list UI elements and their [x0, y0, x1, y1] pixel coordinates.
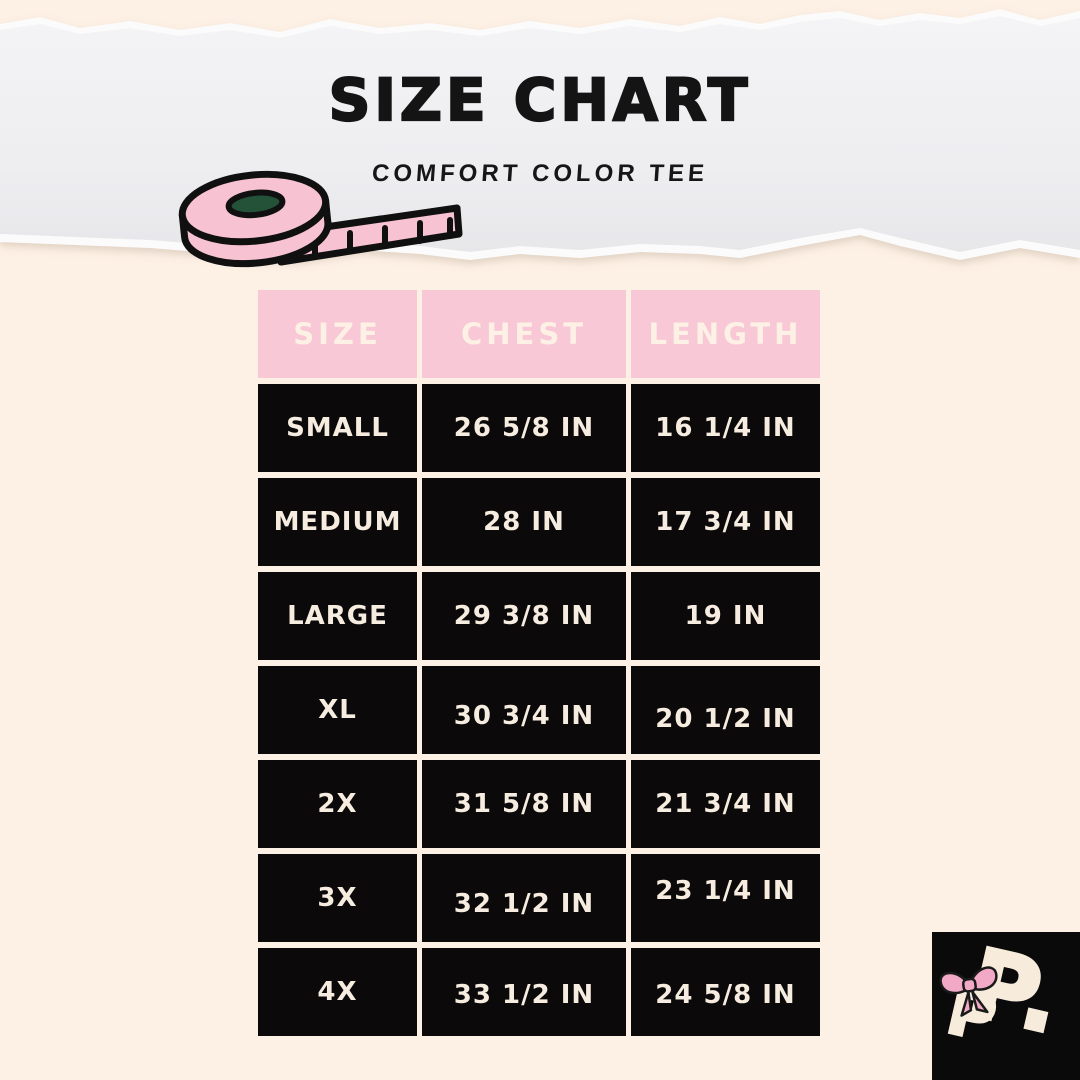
table-cell-size: SMALL: [258, 384, 417, 472]
table-cell-chest: 33 1/2 IN: [422, 948, 626, 1036]
column-header-size: SIZE: [258, 290, 417, 378]
table-cell-length: 17 3/4 IN: [631, 478, 820, 566]
table-cell-size: 4X: [258, 948, 417, 1036]
page-title: SIZE CHART: [327, 65, 752, 135]
table-cell-size: 3X: [258, 854, 417, 942]
table-cell-chest: 26 5/8 IN: [422, 384, 626, 472]
torn-paper-edge: [0, 9, 1080, 260]
table-cell-size: LARGE: [258, 572, 417, 660]
table-cell-length: 24 5/8 IN: [631, 948, 820, 1036]
table-cell-chest: 31 5/8 IN: [422, 760, 626, 848]
brand-logo: P P.: [932, 932, 1080, 1080]
table-cell-chest: 29 3/8 IN: [422, 572, 626, 660]
table-cell-size: MEDIUM: [258, 478, 417, 566]
table-cell-chest: 28 IN: [422, 478, 626, 566]
table-cell-length: 23 1/4 IN: [631, 854, 820, 942]
column-header-length: LENGTH: [631, 290, 820, 378]
table-cell-length: 19 IN: [631, 572, 820, 660]
page-subtitle: COMFORT COLOR TEE: [371, 160, 709, 187]
tape-measure-icon: [178, 170, 463, 268]
table-cell-chest: 30 3/4 IN: [422, 666, 626, 754]
table-cell-length: 21 3/4 IN: [631, 760, 820, 848]
table-cell-length: 16 1/4 IN: [631, 384, 820, 472]
column-header-chest: CHEST: [422, 290, 626, 378]
table-cell-chest: 32 1/2 IN: [422, 854, 626, 942]
table-cell-size: 2X: [258, 760, 417, 848]
bow-icon: [939, 966, 998, 1017]
table-cell-size: XL: [258, 666, 417, 754]
size-chart-table: SIZE CHEST LENGTH SMALL 26 5/8 IN 16 1/4 IN ME…: [258, 290, 820, 1036]
table-cell-length: 20 1/2 IN: [631, 666, 820, 754]
